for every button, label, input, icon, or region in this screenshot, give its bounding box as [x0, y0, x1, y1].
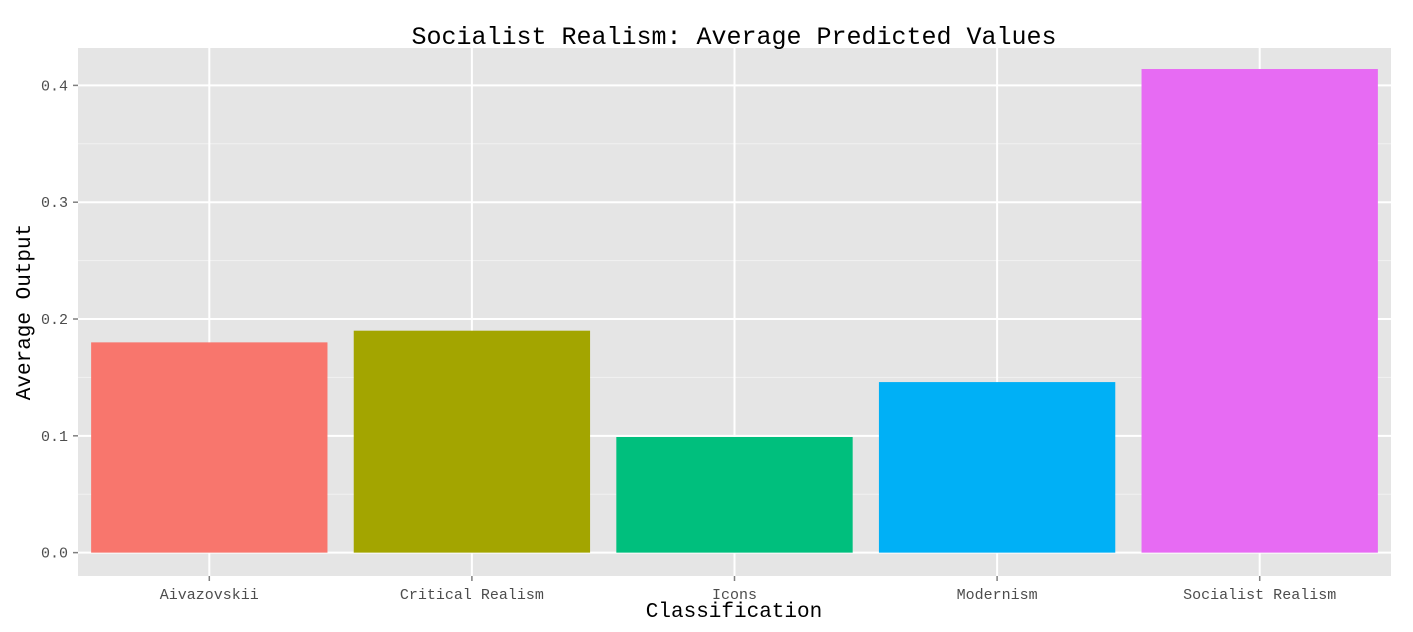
y-axis-title: Average Output — [14, 224, 37, 400]
chart-title: Socialist Realism: Average Predicted Val… — [411, 23, 1056, 52]
x-axis-ticks: Aivazovskii Critical Realism Icons Modernis… — [160, 576, 1336, 604]
y-tick-label: 0.2 — [41, 312, 68, 329]
y-tick-label: 0.0 — [41, 546, 68, 563]
x-tick-label: Aivazovskii — [160, 587, 259, 604]
bar-modernism — [878, 382, 1116, 553]
x-axis-title: Classification — [646, 601, 822, 624]
x-tick-label: Modernism — [957, 587, 1038, 604]
bar-icons — [616, 436, 853, 553]
x-tick-label: Icons — [712, 587, 757, 604]
x-tick-label: Critical Realism — [400, 587, 544, 604]
bar-socialist-realism — [1141, 69, 1378, 553]
y-axis-ticks: 0.0 0.1 0.2 0.3 0.4 — [41, 78, 78, 563]
bar-aivazovskii — [91, 342, 328, 553]
bars — [91, 69, 1378, 553]
y-tick-label: 0.3 — [41, 195, 68, 212]
y-tick-label: 0.4 — [41, 78, 68, 95]
x-tick-label: Socialist Realism — [1183, 587, 1336, 604]
y-tick-label: 0.1 — [41, 429, 68, 446]
bar-critical-realism — [353, 330, 591, 553]
